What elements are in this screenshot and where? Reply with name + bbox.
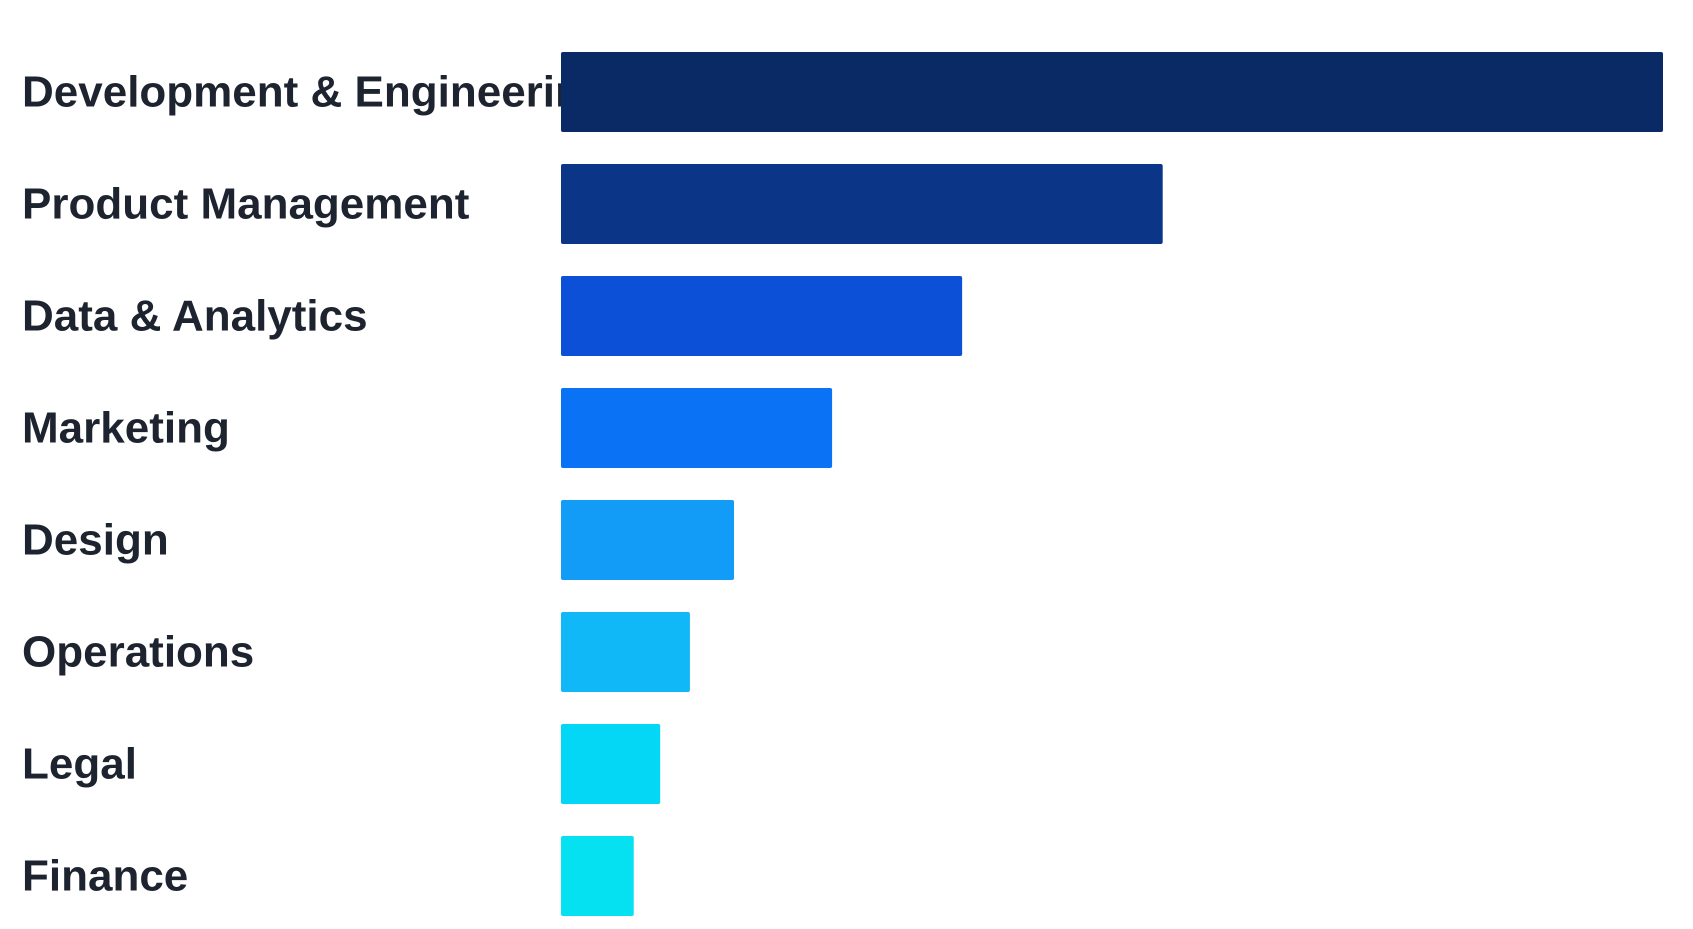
category-label-data-and-analytics: Data & Analytics [22,292,368,341]
bar-design [561,500,735,580]
bar-operations [561,612,690,692]
category-label-finance: Finance [22,852,188,901]
category-label-marketing: Marketing [22,404,230,453]
bar-product-management [561,164,1163,244]
category-label-development-and-engineering: Development & Engineering [22,68,609,117]
bar-marketing [561,388,833,468]
bars [561,52,1663,916]
bar-legal [561,724,661,804]
bar-data-and-analytics [561,276,963,356]
bar-finance [561,836,634,916]
category-label-operations: Operations [22,628,254,677]
category-label-product-management: Product Management [22,180,470,229]
category-label-design: Design [22,516,169,565]
category-label-legal: Legal [22,740,137,789]
category-labels: Development & Engineering Product Managem… [22,68,609,901]
bar-development-and-engineering [561,52,1663,132]
